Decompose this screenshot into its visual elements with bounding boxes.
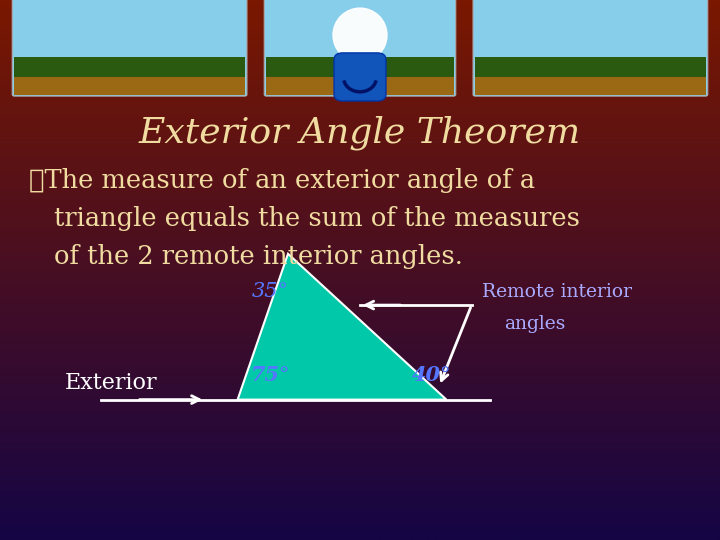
Text: 75°: 75° <box>251 365 290 386</box>
Text: ❖The measure of an exterior angle of a: ❖The measure of an exterior angle of a <box>29 168 535 193</box>
Bar <box>475 57 706 94</box>
Ellipse shape <box>333 8 387 62</box>
Text: 35°: 35° <box>251 282 289 301</box>
Text: triangle equals the sum of the measures: triangle equals the sum of the measures <box>54 206 580 231</box>
Bar <box>266 57 454 94</box>
Bar <box>266 77 454 94</box>
FancyBboxPatch shape <box>264 0 456 96</box>
Bar <box>14 57 245 94</box>
FancyBboxPatch shape <box>473 0 708 96</box>
Text: Exterior: Exterior <box>65 373 158 394</box>
Polygon shape <box>238 254 446 400</box>
Text: Exterior Angle Theorem: Exterior Angle Theorem <box>139 115 581 150</box>
Text: 40°: 40° <box>413 365 451 386</box>
Text: angles: angles <box>504 315 565 333</box>
FancyBboxPatch shape <box>12 0 247 96</box>
Bar <box>14 77 245 94</box>
FancyBboxPatch shape <box>334 53 386 101</box>
Text: Remote interior: Remote interior <box>482 282 632 301</box>
Text: of the 2 remote interior angles.: of the 2 remote interior angles. <box>54 244 463 269</box>
Bar <box>475 77 706 94</box>
